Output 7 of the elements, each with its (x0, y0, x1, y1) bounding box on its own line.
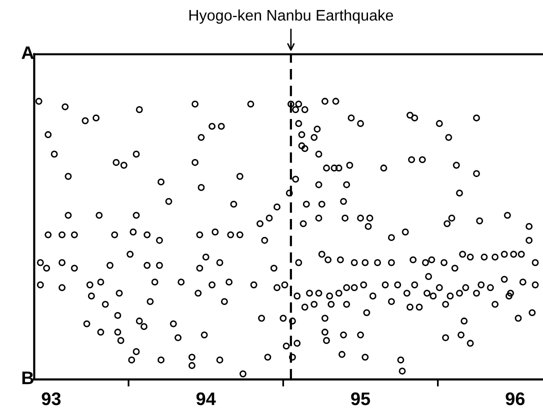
x-tick-label: 93 (42, 392, 61, 406)
x-tick-label: 96 (506, 392, 525, 406)
text: B (22, 372, 34, 384)
x-tick-label: 95 (351, 392, 370, 406)
text: A (22, 46, 34, 59)
ref-line-label: Hyogo-ken Nanbu Earthquake (189, 9, 394, 24)
x-tick-label: 94 (196, 392, 216, 406)
